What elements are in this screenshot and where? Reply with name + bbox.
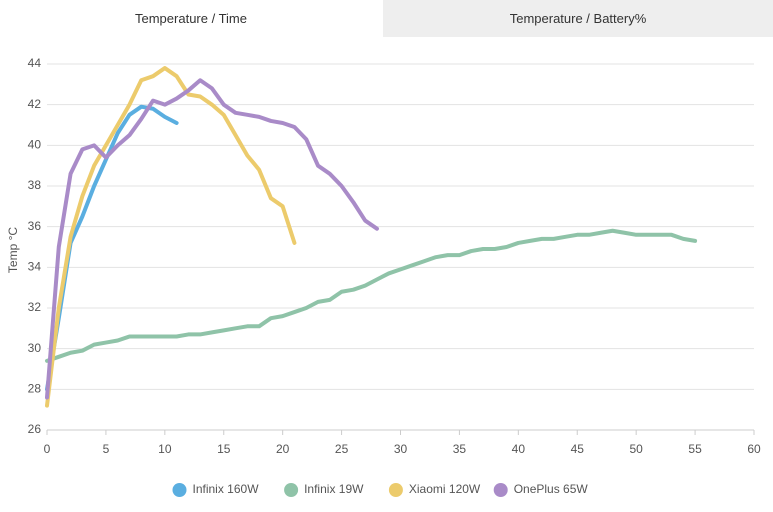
y-tick-label: 36 (28, 219, 42, 233)
x-tick-label: 30 (394, 442, 408, 456)
tab-active[interactable]: Temperature / Time (0, 0, 382, 37)
y-tick-label: 26 (28, 422, 42, 436)
chart: Temp °C 26 28 30 32 34 36 38 40 42 44 0 5 10 15 20 25 30… (6, 56, 761, 497)
x-tick-label: 5 (103, 442, 110, 456)
data-line (45, 78, 379, 400)
y-tick-label: 32 (28, 300, 42, 314)
x-tick-label: 55 (688, 442, 702, 456)
y-tick-label: 40 (28, 138, 42, 152)
x-tick-label: 10 (158, 442, 172, 456)
legend-label: OnePlus 65W (514, 482, 589, 496)
data-line (45, 228, 698, 363)
x-tick-label: 60 (747, 442, 761, 456)
y-tick-label: 30 (28, 341, 42, 355)
legend-marker (284, 483, 299, 497)
legend-marker (388, 483, 403, 497)
legend-marker (172, 483, 187, 497)
x-tick-label: 50 (629, 442, 643, 456)
legend-label: Infinix 19W (304, 482, 364, 496)
x-tick-label: 35 (453, 442, 467, 456)
legend-label: Xiaomi 120W (409, 482, 481, 496)
x-tick-label: 0 (44, 442, 51, 456)
x-tick-label: 15 (217, 442, 231, 456)
tab[interactable]: Temperature / Battery% (383, 0, 773, 37)
x-tick-label: 25 (335, 442, 349, 456)
x-tick-label: 20 (276, 442, 290, 456)
y-tick-label: 34 (28, 260, 42, 274)
y-tick-label: 44 (28, 56, 42, 70)
y-tick-label: 38 (28, 178, 42, 192)
y-tick-label: 28 (28, 382, 42, 396)
x-tick-label: 45 (571, 442, 585, 456)
legend-marker (493, 483, 508, 497)
data-line (45, 66, 297, 408)
y-tick-label: 42 (28, 97, 42, 111)
y-axis-label: Temp °C (6, 227, 20, 273)
legend-label: Infinix 160W (193, 482, 260, 496)
x-tick-label: 40 (512, 442, 526, 456)
